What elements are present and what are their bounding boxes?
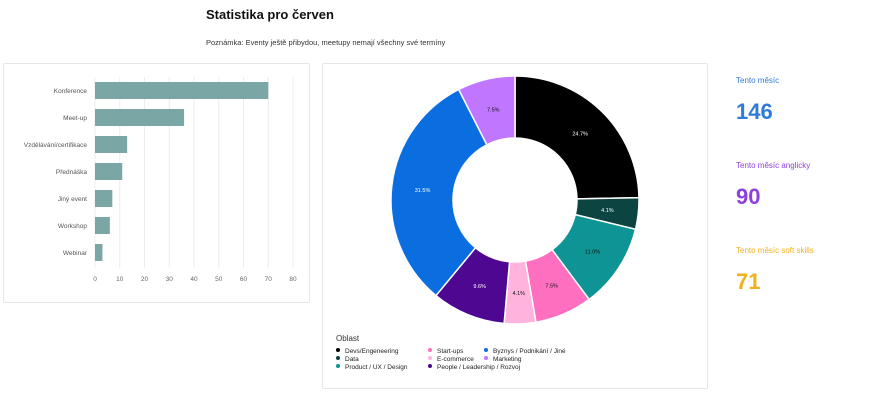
legend-item: Byznys / Podnikání / Jiné bbox=[484, 348, 566, 356]
kpi-this-month-label: Tento měsíc bbox=[736, 76, 780, 85]
legend-dot-icon bbox=[428, 364, 432, 368]
category-label: Meet-up bbox=[63, 115, 87, 122]
bar bbox=[95, 82, 269, 99]
kpi-soft-skills-value: 71 bbox=[736, 269, 761, 294]
donut-slice bbox=[457, 75, 516, 146]
legend-dot-icon bbox=[484, 356, 488, 360]
legend-label: Devs/Engeneering bbox=[345, 348, 399, 355]
legend-label: Data bbox=[345, 356, 359, 363]
legend-dot-icon bbox=[336, 348, 340, 352]
kpi-english-label: Tento měsíc anglicky bbox=[736, 161, 811, 170]
donut-chart: 24.7% 4.1% 11.0% 7.5% 4.1% 9.6% 31.5% 7.5% bbox=[390, 75, 640, 325]
kpi-this-month-value: 146 bbox=[736, 99, 773, 124]
donut-slice bbox=[514, 75, 640, 200]
kpi-soft-skills-label: Tento měsíc soft skills bbox=[736, 246, 814, 255]
legend-label: E-commerce bbox=[437, 356, 474, 363]
legend-item: Start-ups bbox=[428, 348, 463, 356]
page-title: Statistika pro červen bbox=[206, 7, 334, 22]
legend-label: Byznys / Podnikání / Jiné bbox=[493, 348, 566, 355]
legend-item: E-commerce bbox=[428, 356, 474, 364]
legend-label: People / Leadership / Rozvoj bbox=[437, 364, 521, 371]
legend-dot-icon bbox=[428, 348, 432, 352]
legend-label: Start-ups bbox=[437, 348, 464, 355]
legend-dot-icon bbox=[336, 364, 340, 368]
slice-label: 11.0% bbox=[585, 249, 600, 255]
slice-label: 24.7% bbox=[572, 132, 588, 138]
legend-item: Product / UX / Design bbox=[336, 364, 408, 372]
slice-label: 7.5% bbox=[487, 108, 500, 114]
legend-item: People / Leadership / Rozvoj bbox=[428, 364, 520, 372]
legend-dot-icon bbox=[336, 356, 340, 360]
donut-chart-panel: 24.7% 4.1% 11.0% 7.5% 4.1% 9.6% 31.5% 7.5% Obla… bbox=[322, 63, 708, 389]
category-label: Přednáška bbox=[56, 169, 87, 176]
x-tick-label: 70 bbox=[265, 276, 273, 283]
x-tick-label: 0 bbox=[93, 276, 97, 283]
bar bbox=[95, 109, 185, 126]
legend-label: Product / UX / Design bbox=[345, 364, 408, 371]
x-tick-label: 40 bbox=[190, 276, 198, 283]
legend-item: Devs/Engeneering bbox=[336, 348, 398, 356]
slice-label: 4.1% bbox=[513, 291, 526, 297]
legend-title: Oblast bbox=[336, 334, 360, 343]
x-tick-label: 30 bbox=[166, 276, 174, 283]
legend-label: Marketing bbox=[493, 356, 522, 363]
bar bbox=[95, 217, 110, 234]
legend-dot-icon bbox=[428, 356, 432, 360]
x-tick-label: 80 bbox=[289, 276, 297, 283]
legend-dot-icon bbox=[484, 348, 488, 352]
slice-label: 31.5% bbox=[415, 188, 431, 194]
x-tick-label: 50 bbox=[215, 276, 223, 283]
category-label: Vzdělávání/certifikace bbox=[24, 142, 88, 149]
page-note: Poznámka: Eventy ještě přibydou, meetupy… bbox=[206, 38, 446, 47]
kpi-english-value: 90 bbox=[736, 184, 761, 209]
slice-label: 9.6% bbox=[473, 284, 486, 290]
category-label: Workshop bbox=[58, 223, 88, 230]
legend-item: Data bbox=[336, 356, 359, 364]
bar-chart: 0 10 20 30 40 50 60 70 80 Konference Meet-up Vzdělá… bbox=[24, 77, 297, 283]
slice-label: 4.1% bbox=[601, 208, 614, 214]
bar-chart-panel: 0 10 20 30 40 50 60 70 80 Konference Meet-up Vzdělá… bbox=[3, 63, 310, 303]
slice-label: 7.5% bbox=[545, 283, 558, 289]
category-label: Webinar bbox=[63, 250, 88, 257]
x-tick-label: 20 bbox=[141, 276, 149, 283]
donut-slice bbox=[390, 88, 488, 297]
x-tick-label: 60 bbox=[240, 276, 248, 283]
bar bbox=[95, 163, 123, 180]
category-label: Jiný event bbox=[58, 196, 87, 203]
x-tick-label: 10 bbox=[116, 276, 124, 283]
legend-item: Marketing bbox=[484, 356, 522, 364]
bar bbox=[95, 190, 113, 207]
category-label: Konference bbox=[54, 88, 88, 95]
bar bbox=[95, 244, 103, 261]
bar bbox=[95, 136, 128, 153]
